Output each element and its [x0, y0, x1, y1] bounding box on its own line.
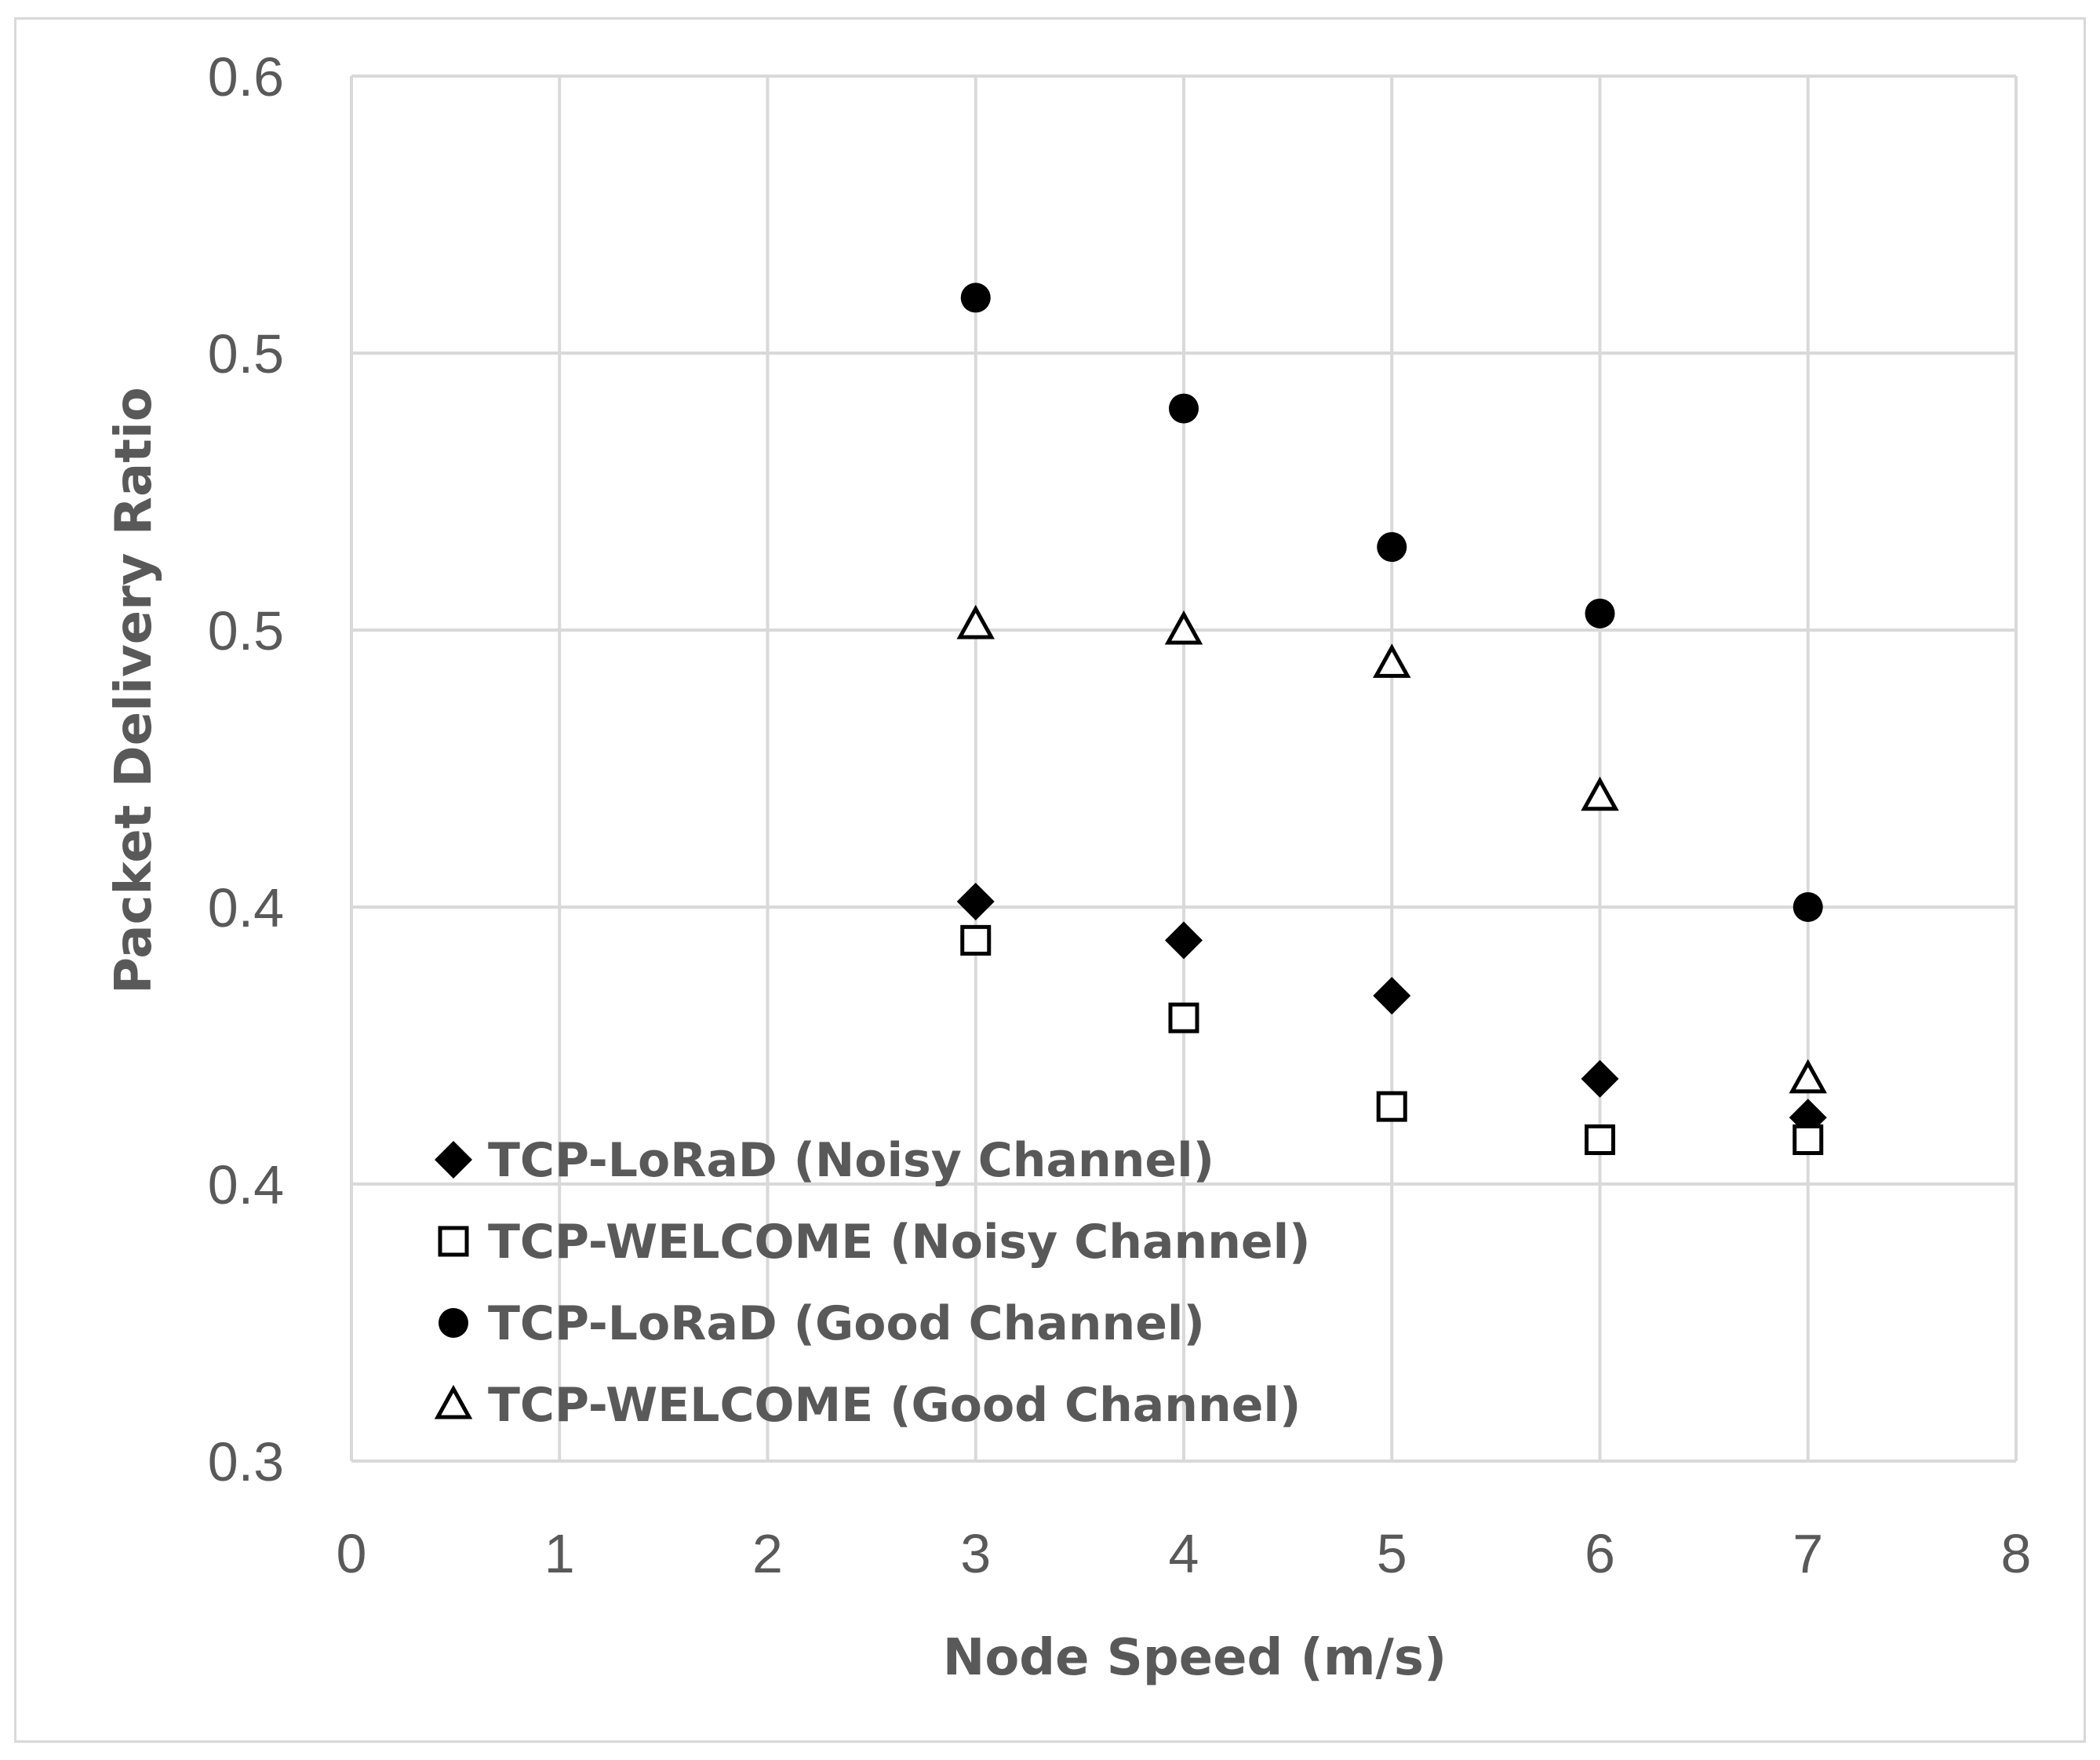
x-tick-label: 7 — [1792, 1523, 1823, 1584]
point-series-3 — [1169, 393, 1199, 424]
point-series-4 — [1581, 776, 1619, 811]
tick-labels: 0 1 2 3 4 5 6 7 8 0.3 0.4 0.4 0.5 0.5 0.6 — [208, 46, 2032, 1584]
x-tick-label: 6 — [1585, 1523, 1615, 1584]
x-tick-label: 5 — [1377, 1523, 1407, 1584]
point-series-1 — [956, 882, 995, 920]
chart-frame — [14, 17, 2086, 1743]
point-series-2 — [1376, 1091, 1407, 1122]
legend-marker-4 — [434, 1384, 473, 1419]
point-series-2 — [1585, 1124, 1615, 1156]
point-series-3 — [960, 282, 991, 313]
legend-label-4: TCP-WELCOME (Good Channel) — [488, 1378, 1301, 1433]
y-tick-label: 0.4 — [208, 1154, 284, 1215]
legend: TCP-LoRaD (Noisy Channel) TCP-WELCOME (No… — [434, 1133, 1311, 1433]
x-tick-label: 2 — [752, 1523, 783, 1584]
point-series-1 — [1581, 1059, 1619, 1098]
legend-label-1: TCP-LoRaD (Noisy Channel) — [488, 1133, 1214, 1188]
legend-marker-2 — [438, 1226, 469, 1257]
point-series-3 — [1377, 532, 1407, 563]
y-tick-label: 0.3 — [208, 1431, 284, 1492]
legend-marker-1 — [435, 1141, 472, 1179]
data-points — [956, 282, 1827, 1156]
point-series-2 — [1792, 1124, 1824, 1156]
x-tick-label: 1 — [544, 1523, 575, 1584]
y-tick-label: 0.5 — [208, 323, 284, 384]
legend-marker-3 — [439, 1308, 468, 1338]
point-series-4 — [1164, 610, 1203, 645]
x-tick-label: 3 — [960, 1523, 991, 1584]
x-axis-title: Node Speed (m/s) — [943, 1629, 1447, 1687]
legend-label-2: TCP-WELCOME (Noisy Channel) — [488, 1215, 1311, 1270]
x-tick-label: 4 — [1169, 1523, 1199, 1584]
point-series-1 — [1373, 976, 1411, 1015]
y-tick-label: 0.6 — [208, 46, 284, 107]
point-series-4 — [956, 604, 995, 640]
point-series-3 — [1792, 892, 1823, 922]
y-tick-label: 0.4 — [208, 877, 284, 938]
point-series-1 — [1165, 921, 1203, 960]
point-series-3 — [1585, 598, 1615, 629]
y-axis-title: Packet Delivery Ratio — [105, 387, 163, 994]
x-tick-label: 0 — [337, 1523, 367, 1584]
x-tick-label: 8 — [2001, 1523, 2032, 1584]
point-series-4 — [1373, 643, 1411, 678]
point-series-4 — [1789, 1059, 1827, 1094]
point-series-2 — [1168, 1002, 1199, 1033]
y-tick-label: 0.5 — [208, 600, 284, 661]
point-series-2 — [960, 924, 992, 956]
gridlines — [350, 75, 2018, 1463]
legend-label-3: TCP-LoRaD (Good Channel) — [488, 1296, 1205, 1351]
